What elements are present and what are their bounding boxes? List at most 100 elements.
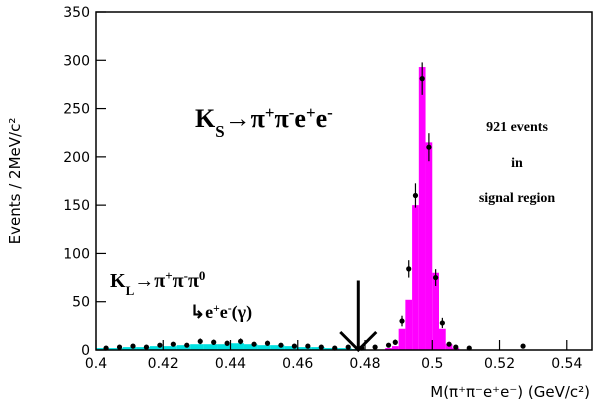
data-point	[184, 342, 190, 348]
histogram-bar	[109, 348, 123, 350]
histogram-bar	[405, 299, 413, 350]
data-point	[453, 344, 459, 350]
data-point	[143, 344, 150, 350]
data-point	[251, 341, 257, 347]
annotation-part: +	[265, 103, 275, 122]
x-tick-label: 0.48	[349, 356, 380, 372]
data-point	[305, 343, 311, 349]
data-point	[170, 341, 176, 347]
cut-arrow	[339, 280, 378, 353]
annotation-part: e	[294, 104, 306, 133]
data-point	[116, 344, 123, 350]
data-point	[345, 344, 351, 350]
annotation-part: -	[289, 103, 295, 122]
data-point	[446, 341, 452, 347]
annotation-part: π	[275, 104, 289, 133]
data-point	[439, 320, 445, 326]
annotation-part: →π	[225, 104, 265, 133]
y-tick-label: 100	[63, 246, 90, 262]
histogram-bar	[136, 347, 150, 350]
y-tick-label: 50	[72, 295, 90, 311]
annotation-part: →π	[134, 270, 165, 292]
data-point	[197, 338, 203, 344]
plot-frame	[95, 11, 593, 351]
data-point	[385, 342, 392, 348]
annotation-part: S	[215, 122, 224, 141]
data-point	[318, 344, 324, 350]
annotation-part: +	[165, 268, 172, 283]
data-point	[291, 343, 297, 349]
histogram-bar	[438, 328, 446, 350]
annotation-part: e	[316, 104, 328, 133]
data-point	[372, 344, 378, 350]
data-point	[399, 318, 405, 324]
x-tick-label: 0.42	[148, 356, 179, 372]
data-point	[264, 340, 271, 346]
annotation-part: K	[110, 270, 126, 292]
y-tick-label: 150	[63, 198, 90, 214]
y-tick-label: 200	[63, 150, 90, 166]
annotation-part: L	[126, 283, 135, 298]
histogram-bar	[122, 347, 137, 350]
annotation-part: K	[195, 104, 216, 133]
annotation-part: +	[213, 302, 220, 315]
histogram-bar	[391, 346, 399, 350]
x-tick-label: 0.52	[484, 356, 515, 372]
data-point	[433, 274, 439, 281]
x-axis-title: M(π⁺π⁻e⁺e⁻) (GeV/c²)	[430, 383, 590, 401]
histogram-bar	[385, 348, 392, 350]
annotation-part: ↳e	[190, 302, 213, 322]
annotation: KL→π+π-π0	[110, 268, 205, 298]
histogram-bar	[163, 346, 177, 350]
annotation-part: e	[220, 302, 228, 322]
histogram-bar	[190, 344, 204, 350]
histogram-bar	[176, 345, 191, 350]
histogram-bar	[203, 344, 218, 350]
histogram-bar	[311, 347, 325, 350]
data-point	[211, 339, 217, 345]
data-point	[237, 338, 244, 344]
histogram-bar	[149, 346, 164, 350]
annotation-part: -	[327, 103, 333, 122]
signal-note: in	[511, 156, 523, 171]
histogram-bar	[418, 67, 426, 350]
data-point	[157, 342, 163, 348]
histogram-bar	[297, 347, 312, 350]
x-tick-label: 0.5	[421, 356, 443, 372]
data-point	[224, 340, 230, 346]
annotation-part: π	[173, 270, 184, 292]
histogram-bar	[398, 328, 406, 350]
y-tick-label: 250	[63, 102, 90, 118]
data-point	[392, 339, 398, 345]
histogram-bar	[230, 343, 244, 350]
histogram-bar	[445, 344, 453, 350]
data-point	[412, 192, 419, 199]
annotation-part: -	[228, 302, 232, 315]
annotation-part: (γ)	[232, 302, 252, 323]
annotation: ↳e+e-(γ)	[190, 302, 252, 324]
data-point	[426, 144, 432, 150]
histogram-bar	[217, 344, 231, 350]
histogram-bar	[412, 205, 419, 350]
x-tick-label: 0.46	[282, 356, 313, 372]
annotation: KS→π+π-e+e-	[195, 103, 333, 141]
data-point	[406, 266, 412, 272]
annotation-part: -	[184, 268, 188, 283]
y-tick-label: 300	[63, 53, 90, 69]
histogram-bar	[425, 142, 433, 350]
histogram-bar	[432, 272, 439, 350]
y-tick-label: 0	[81, 343, 90, 359]
data-point	[130, 343, 136, 349]
y-axis-title: Events / 2MeV/c²	[6, 118, 24, 245]
annotation-part: π	[188, 270, 199, 292]
histogram-bar	[243, 344, 258, 350]
histogram-bar	[257, 345, 271, 350]
data-point	[278, 342, 284, 348]
data-point	[419, 76, 425, 82]
annotation-part: +	[306, 103, 316, 122]
histogram-bar	[96, 348, 110, 350]
histogram-bar	[284, 346, 298, 350]
annotation-part: 0	[199, 268, 206, 283]
histogram-bar	[338, 348, 352, 350]
